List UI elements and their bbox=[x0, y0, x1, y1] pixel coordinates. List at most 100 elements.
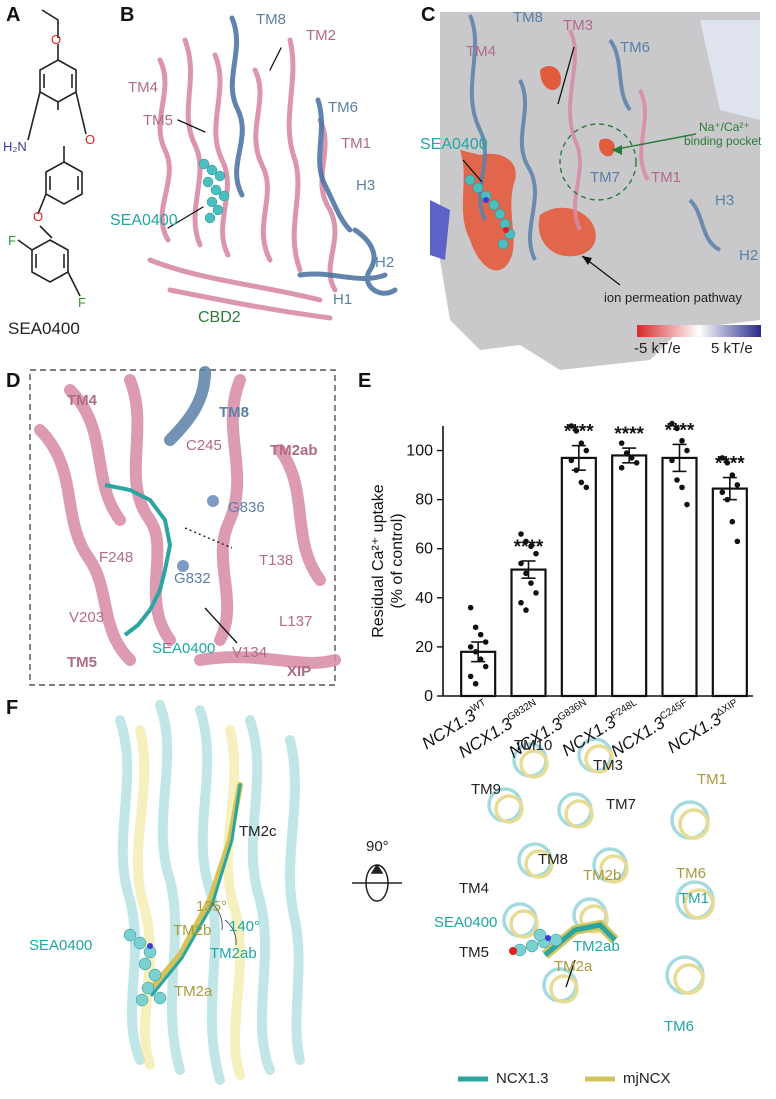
data-point bbox=[533, 550, 539, 557]
label-c-tm8: TM8 bbox=[513, 9, 543, 26]
y-axis-label: Residual Ca²⁺ uptake bbox=[370, 484, 387, 638]
closeup-d bbox=[29, 366, 341, 686]
label-d-f248: F248 bbox=[99, 549, 134, 566]
label-d-sea0400: SEA0400 bbox=[152, 640, 216, 657]
atom-f1: F bbox=[8, 233, 16, 248]
data-point bbox=[472, 649, 479, 655]
label-c-pocket-line1: Na⁺/Ca²⁺ bbox=[699, 120, 750, 134]
data-point bbox=[684, 447, 690, 454]
data-point bbox=[528, 580, 534, 586]
y-axis-label-units: (% of control) bbox=[389, 513, 406, 608]
structure-f-right bbox=[487, 737, 715, 1004]
label-c-h2: H2 bbox=[739, 247, 759, 264]
label-d-l137: L137 bbox=[279, 613, 313, 630]
y-tick-label: 0 bbox=[424, 688, 433, 705]
label-b-sea0400: SEA0400 bbox=[110, 212, 178, 229]
surface-slice-c bbox=[430, 12, 761, 370]
label-b-cbd2: CBD2 bbox=[198, 309, 241, 326]
bar bbox=[711, 487, 748, 698]
compound-name: SEA0400 bbox=[8, 319, 80, 338]
data-point bbox=[729, 518, 736, 525]
significance-label: **** bbox=[665, 420, 695, 441]
label-f-tm2ab-right: TM2ab bbox=[573, 938, 620, 955]
data-point bbox=[734, 538, 741, 545]
y-tick-label: 60 bbox=[415, 541, 433, 558]
data-point bbox=[573, 428, 580, 434]
data-point bbox=[724, 460, 731, 466]
data-point bbox=[523, 607, 529, 613]
label-f-tm2b: TM2b bbox=[173, 922, 212, 939]
data-point bbox=[684, 501, 690, 508]
data-point bbox=[618, 440, 625, 446]
label-f-tm2a-right: TM2a bbox=[554, 958, 593, 975]
structure-f-left bbox=[115, 700, 305, 1085]
atom-f2: F bbox=[78, 295, 86, 310]
data-point bbox=[467, 644, 474, 650]
label-c-tm6: TM6 bbox=[620, 39, 650, 56]
data-point bbox=[477, 631, 484, 638]
data-point bbox=[472, 624, 479, 631]
label-d-c245: C245 bbox=[186, 437, 222, 454]
label-d-tm2ab: TM2ab bbox=[270, 442, 318, 459]
label-c-pathway: ion permeation pathway bbox=[604, 290, 743, 305]
data-point bbox=[482, 639, 489, 645]
y-tick-label: 80 bbox=[415, 492, 433, 509]
data-point bbox=[528, 543, 534, 550]
label-c-pocket-line2: binding pocket bbox=[684, 134, 762, 148]
label-f-tm2c: TM2c bbox=[239, 823, 277, 840]
panel-letter-b: B bbox=[120, 4, 135, 26]
label-d-tm4: TM4 bbox=[67, 392, 97, 409]
atom-nh2: H₂N bbox=[3, 139, 27, 154]
significance-label: **** bbox=[564, 422, 594, 443]
scale-min-label: -5 kT/e bbox=[634, 340, 681, 357]
panel-letter-e: E bbox=[358, 370, 372, 392]
label-f-tm8: TM8 bbox=[538, 851, 568, 868]
label-b-tm1: TM1 bbox=[341, 135, 371, 152]
label-f-sea0400-right: SEA0400 bbox=[434, 914, 498, 931]
data-point bbox=[578, 440, 585, 446]
significance-label: **** bbox=[614, 424, 644, 445]
data-point bbox=[674, 425, 680, 432]
panel-letter-c: C bbox=[421, 4, 436, 26]
data-point bbox=[679, 437, 685, 444]
data-point bbox=[523, 538, 529, 545]
significance-label: **** bbox=[514, 537, 544, 558]
label-f-rotation: 90° bbox=[366, 838, 389, 855]
y-tick-label: 20 bbox=[415, 639, 433, 656]
label-d-tm8: TM8 bbox=[219, 404, 249, 421]
data-point bbox=[618, 464, 625, 471]
data-point bbox=[583, 484, 590, 491]
electrostatic-scale-bar bbox=[637, 325, 761, 337]
label-d-v203: V203 bbox=[69, 609, 105, 626]
label-b-tm6: TM6 bbox=[328, 99, 358, 116]
label-f-tm3: TM3 bbox=[593, 757, 623, 774]
legend-label-ncx13: NCX1.3 bbox=[496, 1070, 549, 1087]
atom-o3: O bbox=[33, 209, 44, 224]
label-f-tm6-bottom: TM6 bbox=[664, 1018, 694, 1035]
data-point bbox=[467, 673, 474, 680]
data-point bbox=[633, 460, 640, 466]
bar bbox=[510, 568, 547, 698]
label-d-tm5: TM5 bbox=[67, 654, 97, 671]
label-c-tm1: TM1 bbox=[651, 169, 681, 186]
label-f-tm2a: TM2a bbox=[174, 983, 213, 1000]
label-f-tm7: TM7 bbox=[606, 796, 636, 813]
data-point bbox=[477, 656, 484, 662]
y-tick-label: 40 bbox=[415, 590, 433, 607]
label-b-tm5: TM5 bbox=[143, 112, 173, 129]
data-point bbox=[679, 484, 685, 491]
bar bbox=[611, 454, 648, 698]
label-b-h2: H2 bbox=[375, 254, 395, 271]
data-point bbox=[573, 467, 580, 473]
label-d-xip: XIP bbox=[287, 663, 312, 680]
data-point bbox=[568, 423, 575, 429]
ribbon-structure-b bbox=[147, 15, 398, 321]
data-point bbox=[719, 455, 726, 461]
label-c-tm7: TM7 bbox=[590, 169, 620, 186]
data-point bbox=[518, 560, 524, 567]
label-b-h3: H3 bbox=[356, 177, 376, 194]
rotation-arrow bbox=[352, 863, 402, 902]
label-c-tm4: TM4 bbox=[466, 43, 496, 60]
data-point bbox=[724, 496, 731, 503]
data-point bbox=[578, 479, 585, 486]
